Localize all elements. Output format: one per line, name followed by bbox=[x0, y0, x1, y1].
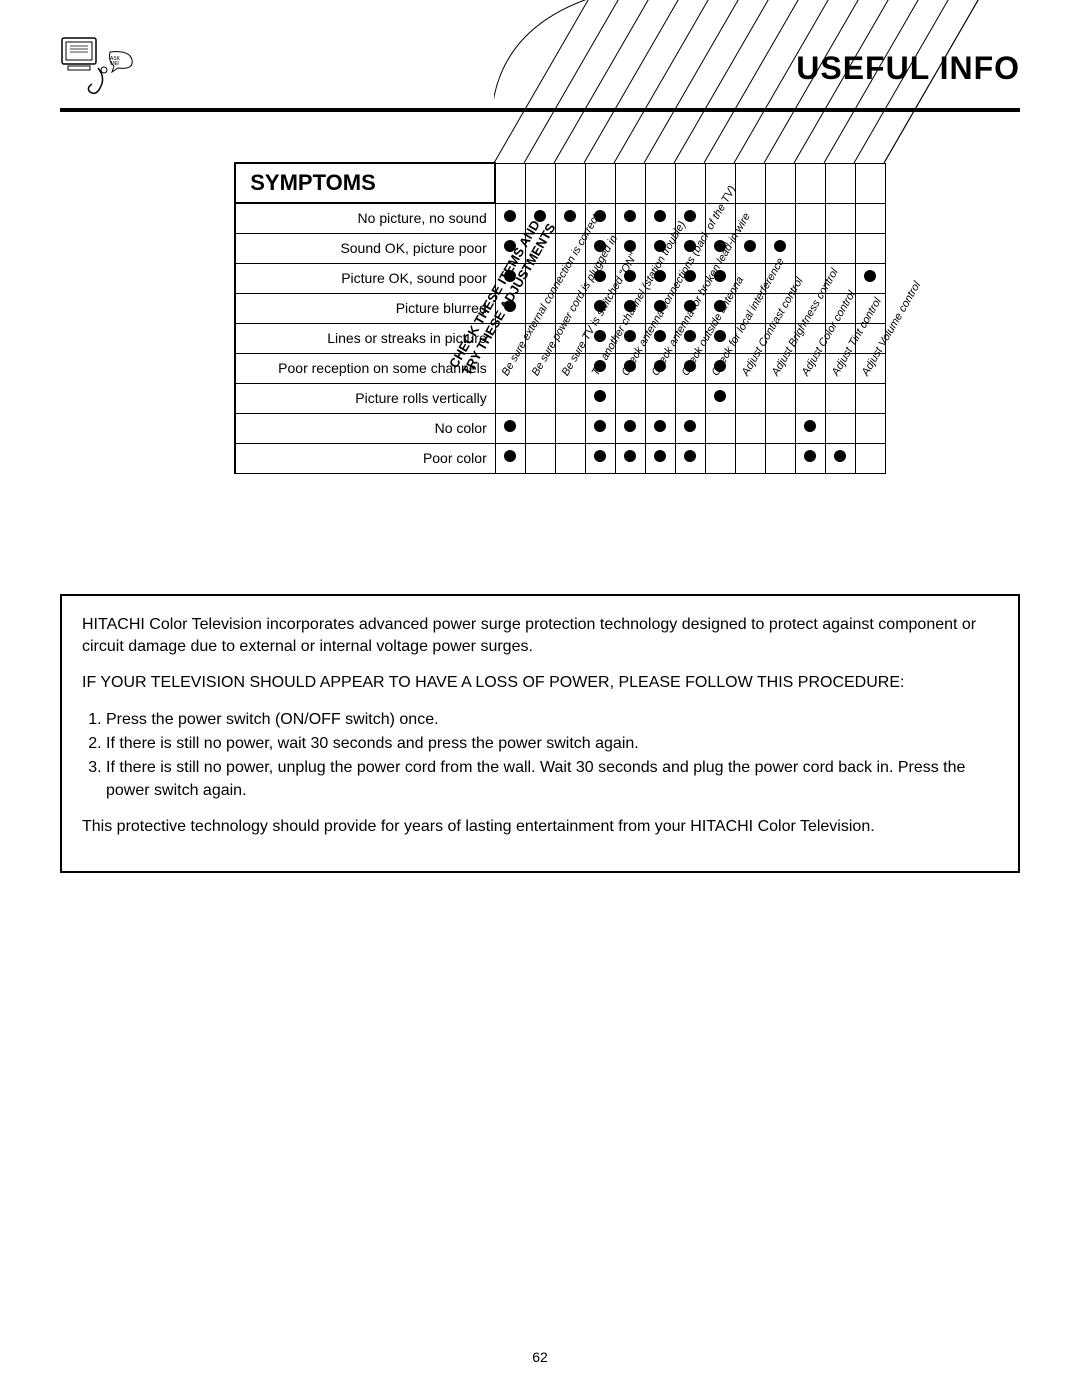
info-step: Press the power switch (ON/OFF switch) o… bbox=[106, 709, 998, 731]
symptoms-header: SYMPTOMS bbox=[235, 163, 495, 203]
table-cell bbox=[705, 443, 735, 473]
table-cell bbox=[585, 383, 615, 413]
dot-icon bbox=[594, 450, 606, 462]
table-cell bbox=[675, 443, 705, 473]
page-number: 62 bbox=[0, 1349, 1080, 1365]
column-label: Adjust Volume control bbox=[860, 280, 924, 378]
row-label: Sound OK, picture poor bbox=[235, 233, 495, 263]
diagonal-column-headers: CHECK THESE ITEMS ANDTRY THESE ADJUSTMEN… bbox=[494, 152, 1080, 382]
row-label: Poor color bbox=[235, 443, 495, 473]
table-cell bbox=[705, 413, 735, 443]
table-cell bbox=[495, 383, 525, 413]
table-cell bbox=[555, 383, 585, 413]
table-cell bbox=[765, 383, 795, 413]
dot-icon bbox=[804, 420, 816, 432]
table-cell bbox=[525, 383, 555, 413]
table-cell bbox=[495, 443, 525, 473]
page-header: ASK ME! USEFUL INFO bbox=[60, 30, 1020, 100]
dot-icon bbox=[684, 450, 696, 462]
table-cell bbox=[585, 443, 615, 473]
dot-icon bbox=[804, 450, 816, 462]
row-label: Picture rolls vertically bbox=[235, 383, 495, 413]
row-label: Picture blurred bbox=[235, 293, 495, 323]
svg-text:ME!: ME! bbox=[111, 61, 120, 67]
column-label: Check antenna connections (back of the T… bbox=[620, 184, 739, 378]
dot-icon bbox=[504, 450, 516, 462]
info-p2: IF YOUR TELEVISION SHOULD APPEAR TO HAVE… bbox=[82, 672, 998, 694]
table-cell bbox=[525, 443, 555, 473]
table-cell bbox=[735, 383, 765, 413]
info-step: If there is still no power, wait 30 seco… bbox=[106, 733, 998, 755]
troubleshoot-table-wrap: CHECK THESE ITEMS ANDTRY THESE ADJUSTMEN… bbox=[234, 162, 886, 474]
info-step: If there is still no power, unplug the p… bbox=[106, 757, 998, 802]
table-cell bbox=[855, 383, 885, 413]
table-row: No color bbox=[235, 413, 885, 443]
table-cell bbox=[825, 413, 855, 443]
table-cell bbox=[675, 413, 705, 443]
table-cell bbox=[735, 413, 765, 443]
info-steps: Press the power switch (ON/OFF switch) o… bbox=[106, 709, 998, 803]
table-cell bbox=[645, 413, 675, 443]
table-cell bbox=[585, 413, 615, 443]
dot-icon bbox=[624, 450, 636, 462]
dot-icon bbox=[714, 390, 726, 402]
table-cell bbox=[555, 413, 585, 443]
table-cell bbox=[525, 413, 555, 443]
table-cell bbox=[855, 413, 885, 443]
header-rule bbox=[60, 108, 1020, 112]
table-cell bbox=[765, 413, 795, 443]
table-cell bbox=[735, 443, 765, 473]
dot-icon bbox=[654, 450, 666, 462]
dot-icon bbox=[624, 420, 636, 432]
table-cell bbox=[615, 443, 645, 473]
table-row: Picture rolls vertically bbox=[235, 383, 885, 413]
table-cell bbox=[645, 383, 675, 413]
table-cell bbox=[615, 413, 645, 443]
table-cell bbox=[495, 413, 525, 443]
dot-icon bbox=[654, 420, 666, 432]
table-cell bbox=[825, 383, 855, 413]
table-row: Poor color bbox=[235, 443, 885, 473]
dot-icon bbox=[594, 420, 606, 432]
mascot-icon: ASK ME! bbox=[60, 30, 140, 100]
table-cell bbox=[795, 443, 825, 473]
row-label: No picture, no sound bbox=[235, 203, 495, 233]
info-p1: HITACHI Color Television incorporates ad… bbox=[82, 614, 998, 659]
row-label: Picture OK, sound poor bbox=[235, 263, 495, 293]
row-label: No color bbox=[235, 413, 495, 443]
table-cell bbox=[795, 383, 825, 413]
surge-info-box: HITACHI Color Television incorporates ad… bbox=[60, 594, 1020, 873]
table-cell bbox=[645, 443, 675, 473]
table-cell bbox=[795, 413, 825, 443]
table-cell bbox=[615, 383, 645, 413]
table-cell bbox=[675, 383, 705, 413]
table-cell bbox=[825, 443, 855, 473]
page-title: USEFUL INFO bbox=[796, 50, 1020, 87]
table-cell bbox=[855, 443, 885, 473]
table-cell bbox=[765, 443, 795, 473]
dot-icon bbox=[504, 420, 516, 432]
dot-icon bbox=[834, 450, 846, 462]
dot-icon bbox=[684, 420, 696, 432]
dot-icon bbox=[594, 390, 606, 402]
table-cell bbox=[555, 443, 585, 473]
table-cell bbox=[705, 383, 735, 413]
info-p3: This protective technology should provid… bbox=[82, 816, 998, 838]
